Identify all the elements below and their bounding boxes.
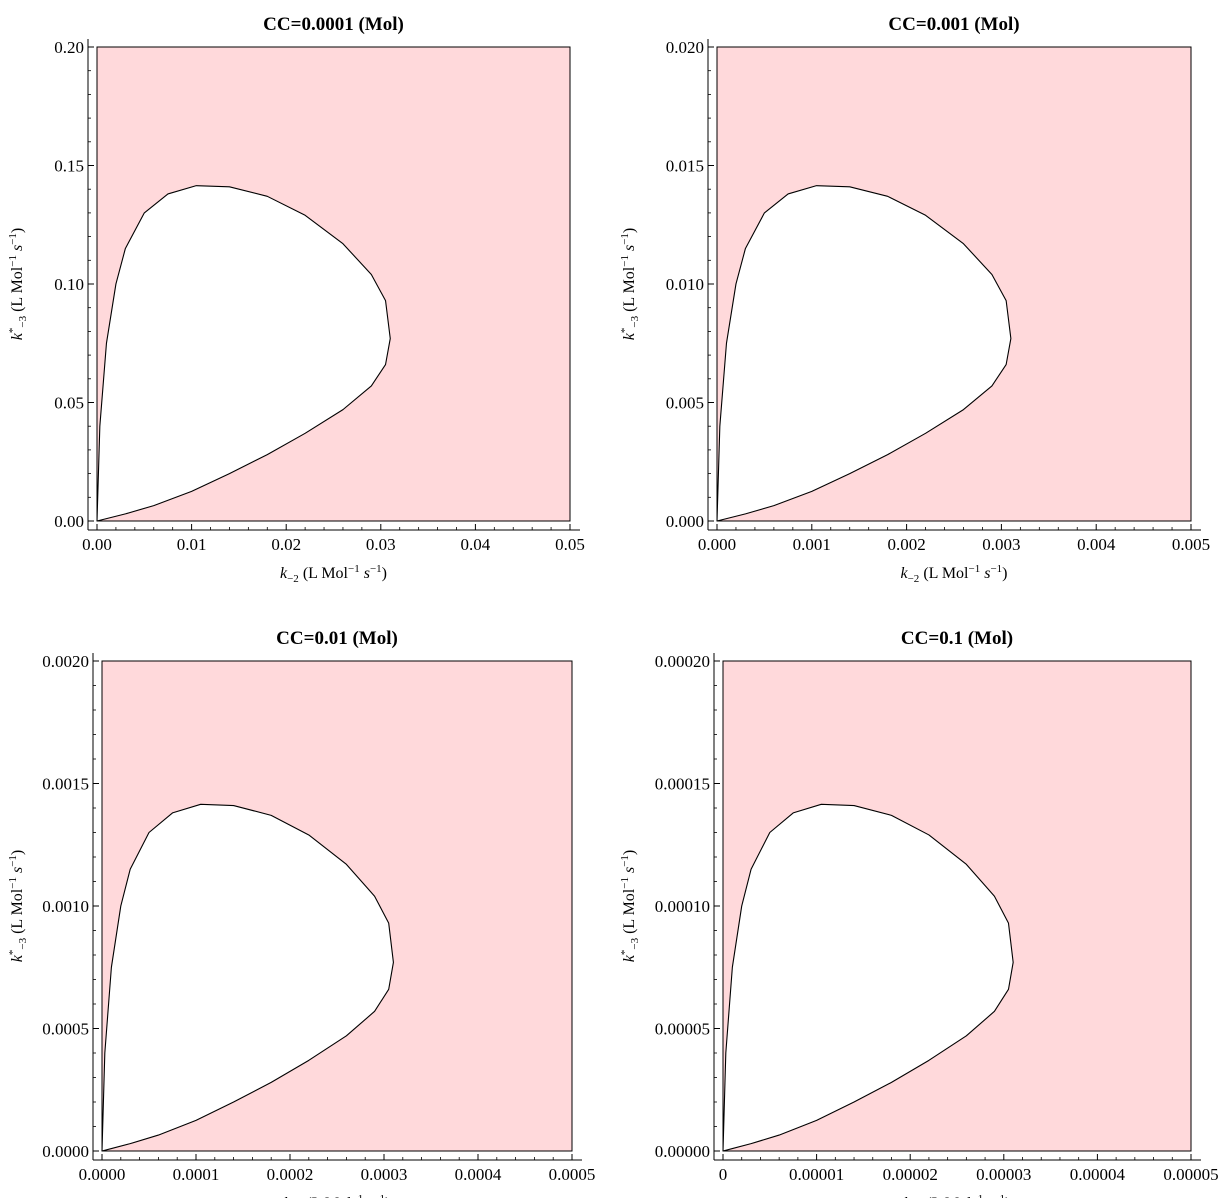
y-tick-label: 0.0005 bbox=[42, 1020, 89, 1039]
y-axis-label: k*−3 (L Mol−1 s−1) bbox=[7, 228, 29, 341]
plot-frame bbox=[722, 660, 1192, 1152]
x-tick-label: 0.003 bbox=[982, 535, 1020, 554]
chart-panel-cc-0.1: 0 0.00001 0.00002 0.00003 0.00004 0.00005 0.00… bbox=[619, 614, 1231, 1198]
chart-title: CC=0.01 (Mol) bbox=[276, 628, 398, 649]
x-tick-label: 0.01 bbox=[177, 535, 207, 554]
x-tick-label: 0.005 bbox=[1172, 535, 1210, 554]
y-tick-label: 0.000 bbox=[666, 512, 704, 531]
boundary-curve bbox=[101, 803, 394, 1152]
x-tick-label: 0 bbox=[719, 1165, 728, 1184]
y-tick-label: 0.00015 bbox=[655, 775, 710, 794]
x-tick-label: 0.0003 bbox=[361, 1165, 408, 1184]
x-axis-label: k−2 (L Mol−1 s−1) bbox=[900, 563, 1007, 585]
x-tick-label: 0.00005 bbox=[1163, 1165, 1218, 1184]
y-tick-label: 0.05 bbox=[54, 394, 84, 413]
x-tick-label: 0.00004 bbox=[1070, 1165, 1126, 1184]
boundary-curve bbox=[722, 803, 1014, 1152]
boundary-curve bbox=[96, 185, 391, 522]
chart-panel-cc-0.001: 0.000 0.001 0.002 0.003 0.004 0.005 0.000 0.005… bbox=[619, 0, 1231, 590]
x-tick-label: 0.00002 bbox=[883, 1165, 938, 1184]
y-axis-label: k*−3 (L Mol−1 s−1) bbox=[619, 850, 641, 963]
y-axis-label: k*−3 (L Mol−1 s−1) bbox=[619, 228, 641, 341]
y-tick-label: 0.00010 bbox=[655, 897, 710, 916]
x-axis-label: k−2 (L Mol−1 s−1) bbox=[903, 1193, 1010, 1198]
y-tick-label: 0.0015 bbox=[42, 775, 89, 794]
x-tick-label: 0.0002 bbox=[267, 1165, 314, 1184]
x-tick-label: 0.04 bbox=[461, 535, 491, 554]
x-tick-label: 0.00001 bbox=[789, 1165, 844, 1184]
x-tick-label: 0.00003 bbox=[976, 1165, 1031, 1184]
chart-svg: 0.000 0.001 0.002 0.003 0.004 0.005 0.000 0.005… bbox=[619, 14, 1210, 585]
chart-title: CC=0.0001 (Mol) bbox=[263, 14, 404, 35]
x-tick-label: 0.001 bbox=[793, 535, 831, 554]
chart-title: CC=0.001 (Mol) bbox=[888, 14, 1019, 35]
chart-svg: 0.00 0.01 0.02 0.03 0.04 0.05 0.00 0.05 0.10 0.15… bbox=[7, 14, 585, 585]
chart-title: CC=0.1 (Mol) bbox=[901, 628, 1013, 649]
plot-frame bbox=[101, 660, 573, 1152]
chart-svg: 0 0.00001 0.00002 0.00003 0.00004 0.00005 0.00… bbox=[619, 628, 1219, 1198]
y-tick-label: 0.0010 bbox=[42, 897, 89, 916]
y-tick-label: 0.00020 bbox=[655, 652, 710, 671]
x-tick-label: 0.0004 bbox=[455, 1165, 502, 1184]
y-tick-label: 0.020 bbox=[666, 38, 704, 57]
plot-frame bbox=[96, 46, 571, 522]
x-tick-label: 0.0001 bbox=[173, 1165, 220, 1184]
x-tick-label: 0.002 bbox=[887, 535, 925, 554]
chart-panel-cc-0.01: 0.0000 0.0001 0.0002 0.0003 0.0004 0.0005 0.00… bbox=[0, 614, 610, 1198]
y-tick-label: 0.015 bbox=[666, 157, 704, 176]
x-tick-label: 0.03 bbox=[366, 535, 396, 554]
plot-frame bbox=[716, 46, 1192, 522]
y-tick-label: 0.10 bbox=[54, 275, 84, 294]
x-tick-label: 0.02 bbox=[271, 535, 301, 554]
chart-svg: 0.0000 0.0001 0.0002 0.0003 0.0004 0.0005 0.00… bbox=[7, 628, 596, 1198]
y-axis-label: k*−3 (L Mol−1 s−1) bbox=[7, 850, 29, 963]
x-tick-label: 0.000 bbox=[698, 535, 736, 554]
x-axis-label: k−2 (L Mol−1 s−1) bbox=[280, 563, 387, 585]
y-tick-label: 0.010 bbox=[666, 275, 704, 294]
y-tick-label: 0.20 bbox=[54, 38, 84, 57]
x-axis-label: k−2 (L Mol−1 s−1) bbox=[283, 1193, 390, 1198]
x-tick-label: 0.004 bbox=[1077, 535, 1116, 554]
x-tick-label: 0.05 bbox=[555, 535, 585, 554]
y-tick-label: 0.15 bbox=[54, 157, 84, 176]
y-tick-label: 0.005 bbox=[666, 394, 704, 413]
chart-panel-cc-0.0001: 0.00 0.01 0.02 0.03 0.04 0.05 0.00 0.05 0.10 0.15… bbox=[0, 0, 600, 590]
y-tick-label: 0.0000 bbox=[42, 1142, 89, 1161]
boundary-curve bbox=[716, 185, 1012, 522]
x-tick-label: 0.0005 bbox=[549, 1165, 596, 1184]
y-tick-label: 0.00005 bbox=[655, 1020, 710, 1039]
y-tick-label: 0.0020 bbox=[42, 652, 89, 671]
y-tick-label: 0.00 bbox=[54, 512, 84, 531]
x-tick-label: 0.00 bbox=[82, 535, 112, 554]
y-tick-label: 0.00000 bbox=[655, 1142, 710, 1161]
x-tick-label: 0.0000 bbox=[79, 1165, 126, 1184]
